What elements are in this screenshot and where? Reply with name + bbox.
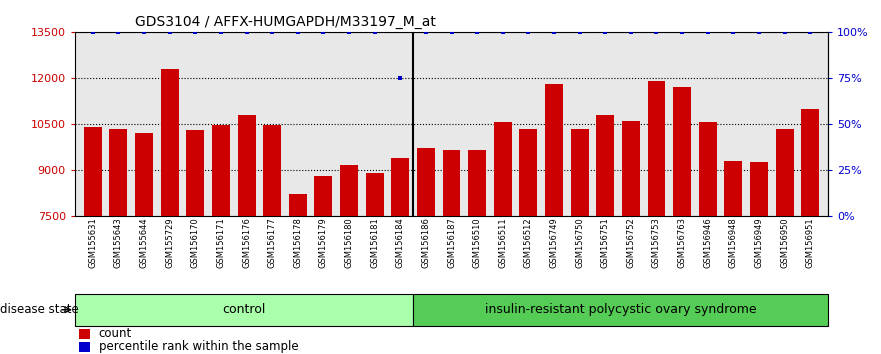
Bar [315,176,332,216]
Bar [596,115,614,216]
Text: count: count [99,327,132,340]
Text: GDS3104 / AFFX-HUMGAPDH/M33197_M_at: GDS3104 / AFFX-HUMGAPDH/M33197_M_at [135,16,436,29]
Text: insulin-resistant polycystic ovary syndrome: insulin-resistant polycystic ovary syndr… [485,303,756,316]
Bar [468,150,486,216]
Bar [493,122,512,216]
Bar [187,130,204,216]
Bar [263,125,281,216]
Bar [79,329,90,338]
Bar [417,148,435,216]
Bar [75,294,412,326]
Bar [648,81,665,216]
Bar [571,129,589,216]
Text: control: control [222,303,265,316]
Bar [109,129,128,216]
Bar [520,129,537,216]
Bar [366,173,383,216]
Bar [391,158,410,216]
Bar [79,342,90,352]
Text: disease state: disease state [0,303,83,316]
Bar [84,127,102,216]
Bar [289,194,307,216]
Bar [212,125,230,216]
Bar [801,109,819,216]
Bar [699,122,716,216]
Bar [160,69,179,216]
Bar [775,129,794,216]
Bar [442,150,461,216]
Bar [340,165,358,216]
Bar [622,121,640,216]
Bar [412,294,828,326]
Bar [750,162,768,216]
Bar [238,115,255,216]
Bar [673,87,691,216]
Bar [724,161,743,216]
Text: percentile rank within the sample: percentile rank within the sample [99,341,299,353]
Bar [135,133,153,216]
Bar [545,84,563,216]
